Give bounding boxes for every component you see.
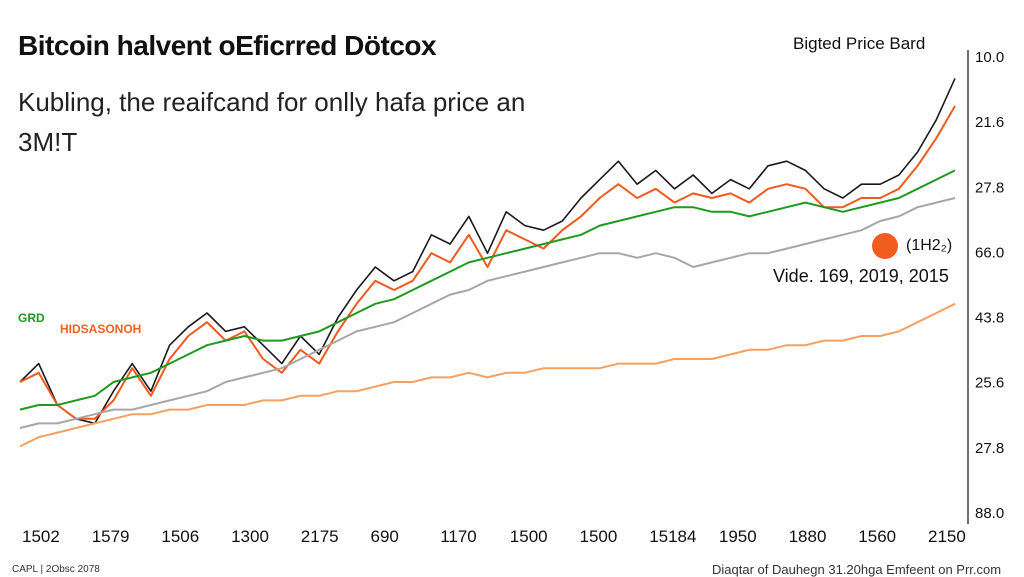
series-label-orange: HIDSASONOH: [60, 322, 142, 336]
legend-title: Bigted Price Bard: [793, 34, 926, 53]
chart-title: Bitcoin halvent oEficrred Dötcox: [18, 30, 437, 61]
x-tick-label: 1170: [440, 527, 477, 546]
series-label-green: GRD: [18, 311, 45, 325]
x-tick-label: 1502: [22, 527, 60, 546]
x-tick-label: 1560: [858, 527, 896, 546]
x-tick-label: 1950: [719, 527, 757, 546]
series-line-gray: [19, 197, 956, 429]
y-tick-label: 10.0: [975, 49, 1004, 66]
x-tick-label: 1300: [231, 527, 269, 546]
series-line-light-orange: [19, 302, 956, 448]
y-tick-label: 88.0: [975, 505, 1004, 522]
y-axis-ticks: 10.0 21.6 27.8 66.0 43.8 25.6 27.8 88.0: [975, 49, 1004, 522]
y-tick-label: 25.6: [975, 375, 1004, 392]
x-axis-ticks: 1502 1579 1506 1300 2175 690 1170 1500 1500 15184…: [22, 527, 966, 546]
legend-marker: (1H2₂): [872, 233, 952, 259]
x-tick-label: 1506: [161, 527, 199, 546]
footer-caption: Diaqtar of Dauhegn 31.20hga Emfeent on P…: [712, 562, 1002, 577]
series-line-green: [19, 169, 956, 411]
chart-annotation: Vide. 169, 2019, 2015: [773, 266, 949, 286]
x-tick-label: 1579: [92, 527, 130, 546]
x-tick-label: 2150: [928, 527, 966, 546]
x-tick-label: 1500: [510, 527, 548, 546]
marker-label: (1H2₂): [906, 237, 953, 254]
y-tick-label: 21.6: [975, 114, 1004, 131]
y-tick-label: 27.8: [975, 440, 1004, 457]
orange-dot-marker: [872, 233, 898, 259]
x-tick-label: 1880: [789, 527, 827, 546]
x-tick-label: 690: [371, 527, 399, 546]
x-tick-label: 15184: [649, 527, 696, 546]
series-line-orange: [19, 105, 956, 420]
x-tick-label: 1500: [580, 527, 618, 546]
footer-source: CAPL | 2Obsc 2078: [12, 564, 100, 575]
y-tick-label: 27.8: [975, 179, 1004, 196]
x-tick-label: 2175: [301, 527, 339, 546]
chart-subtitle: Kubling, the reaifcand for onlly hafa pr…: [18, 87, 526, 157]
series-layer: [19, 78, 956, 448]
y-tick-label: 66.0: [975, 244, 1004, 261]
series-line-black: [19, 78, 956, 425]
y-tick-label: 43.8: [975, 310, 1004, 327]
